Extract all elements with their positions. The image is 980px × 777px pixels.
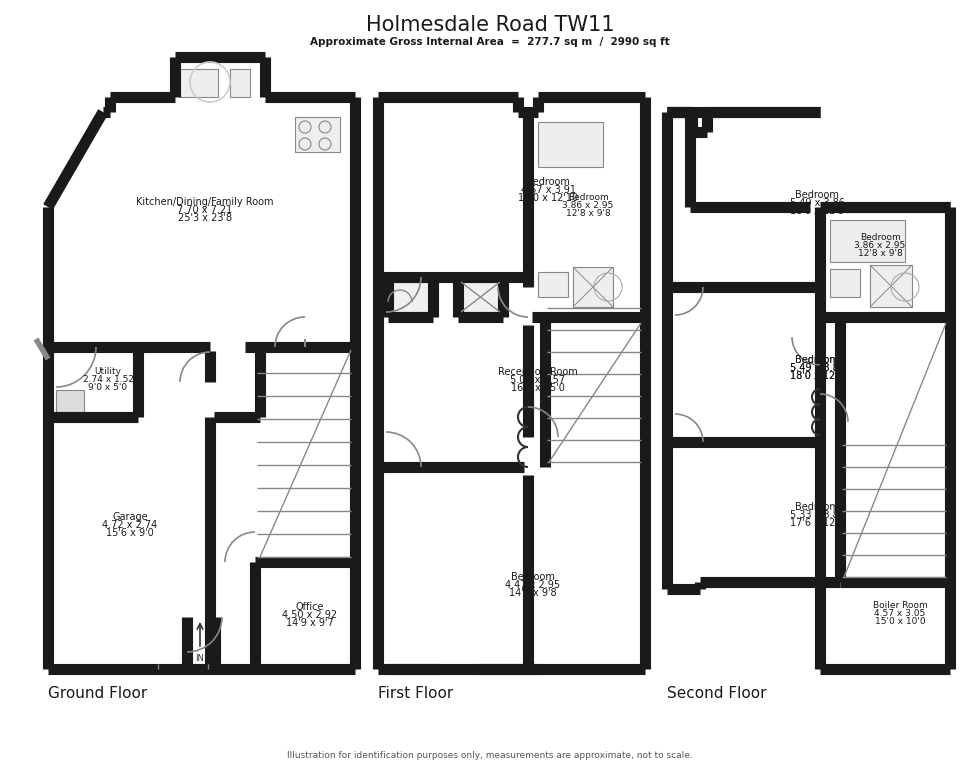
Text: 16'6 x 15'0: 16'6 x 15'0 <box>511 383 564 393</box>
Text: 14'8 x 9'8: 14'8 x 9'8 <box>510 588 557 598</box>
Text: 5.03 x 4.57: 5.03 x 4.57 <box>511 375 565 385</box>
Text: 18'0 x 12'8: 18'0 x 12'8 <box>790 206 844 216</box>
Text: IN: IN <box>196 654 205 663</box>
Text: 15'0 x 12'10: 15'0 x 12'10 <box>518 193 578 203</box>
Text: 4.57 x 3.91: 4.57 x 3.91 <box>520 185 575 195</box>
Text: Bedroom: Bedroom <box>795 190 839 200</box>
Text: Bedroom: Bedroom <box>859 232 901 242</box>
Bar <box>830 220 905 262</box>
Text: 18'0 x 12'8: 18'0 x 12'8 <box>790 371 844 381</box>
Text: Bedroom: Bedroom <box>511 572 555 582</box>
Text: Garage: Garage <box>112 512 148 522</box>
Bar <box>870 265 912 307</box>
Bar <box>538 272 568 297</box>
Text: Bedroom: Bedroom <box>567 193 609 201</box>
Text: Bedroom: Bedroom <box>795 502 839 512</box>
Text: 18'0 x 12'8: 18'0 x 12'8 <box>790 371 844 381</box>
Text: 5.33 x 3.86: 5.33 x 3.86 <box>790 510 845 520</box>
Text: 7.70 x 7.21: 7.70 x 7.21 <box>177 205 232 215</box>
Text: 12'8 x 9'8: 12'8 x 9'8 <box>858 249 903 257</box>
Bar <box>573 267 613 307</box>
Text: 15'6 x 9'0: 15'6 x 9'0 <box>106 528 154 538</box>
Text: 4.47 x 2.95: 4.47 x 2.95 <box>506 580 561 590</box>
Text: Boiler Room: Boiler Room <box>872 601 927 611</box>
Text: 5.49 x 3.86: 5.49 x 3.86 <box>790 363 845 373</box>
Text: Bedroom: Bedroom <box>795 355 839 365</box>
Text: Utility: Utility <box>94 368 122 377</box>
Text: Bedroom: Bedroom <box>795 355 839 365</box>
Text: 5.49 x 3.86: 5.49 x 3.86 <box>790 363 845 373</box>
Text: 5.49 x 3.86: 5.49 x 3.86 <box>790 198 845 208</box>
Bar <box>391 282 430 312</box>
Bar <box>180 69 218 97</box>
Text: 25'3 x 23'8: 25'3 x 23'8 <box>178 213 232 223</box>
Bar <box>295 117 340 152</box>
Bar <box>461 282 500 312</box>
Text: Holmesdale Road TW11: Holmesdale Road TW11 <box>366 15 614 35</box>
Text: 14'9 x 9'7: 14'9 x 9'7 <box>286 618 334 628</box>
Bar <box>830 269 860 297</box>
Text: Kitchen/Dining/Family Room: Kitchen/Dining/Family Room <box>136 197 273 207</box>
Text: Approximate Gross Internal Area  =  277.7 sq m  /  2990 sq ft: Approximate Gross Internal Area = 277.7 … <box>310 37 670 47</box>
Text: Reception Room: Reception Room <box>498 367 578 377</box>
Text: 9'0 x 5'0: 9'0 x 5'0 <box>88 384 127 392</box>
Text: 15'0 x 10'0: 15'0 x 10'0 <box>875 618 925 626</box>
Text: 3.86 x 2.95: 3.86 x 2.95 <box>563 200 613 210</box>
Text: 17'6 x 12'8: 17'6 x 12'8 <box>790 518 844 528</box>
Bar <box>230 69 250 97</box>
Text: 4.50 x 2.92: 4.50 x 2.92 <box>282 610 337 620</box>
Text: Illustration for identification purposes only, measurements are approximate, not: Illustration for identification purposes… <box>287 751 693 759</box>
Bar <box>56 390 84 412</box>
Text: 3.86 x 2.95: 3.86 x 2.95 <box>855 241 906 249</box>
Text: Ground Floor: Ground Floor <box>48 687 147 702</box>
Text: 12'8 x 9'8: 12'8 x 9'8 <box>565 208 611 218</box>
Text: Bedroom: Bedroom <box>526 177 570 187</box>
Text: 4.57 x 3.05: 4.57 x 3.05 <box>874 609 926 618</box>
Text: First Floor: First Floor <box>378 687 453 702</box>
Text: 4.72 x 2.74: 4.72 x 2.74 <box>102 520 158 530</box>
Text: 2.74 x 1.52: 2.74 x 1.52 <box>82 375 133 385</box>
Text: Office: Office <box>296 602 324 612</box>
Text: Second Floor: Second Floor <box>667 687 766 702</box>
Bar <box>538 122 603 167</box>
